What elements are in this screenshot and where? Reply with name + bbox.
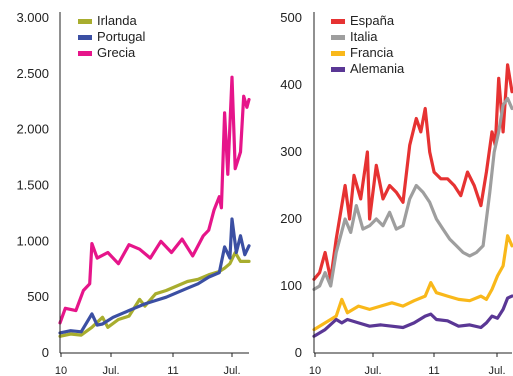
y-tick-label: 3.000 (16, 10, 49, 25)
legend-swatch-francia (331, 51, 345, 56)
x-tick-label: 10 (55, 365, 67, 376)
y-tick-label: 2.500 (16, 66, 49, 81)
y-tick-label: 500 (27, 289, 49, 304)
legend-label-italia: Italia (350, 29, 378, 44)
y-tick-label: 300 (280, 144, 302, 159)
legend-swatch-españa (331, 19, 345, 24)
series-line-españa (312, 63, 513, 281)
legend-swatch-italia (331, 35, 345, 40)
legend-label-portugal: Portugal (97, 29, 146, 44)
x-tick-label: Jul. (223, 365, 240, 376)
x-tick-label: Jul. (364, 365, 381, 376)
legend-label-francia: Francia (350, 45, 394, 60)
series-line-francia (312, 234, 513, 332)
series-line-italia (312, 96, 513, 291)
legend-label-irlanda: Irlanda (97, 13, 138, 28)
y-tick-label: 1.500 (16, 178, 49, 193)
y-tick-label: 500 (280, 10, 302, 25)
legend-label-españa: España (350, 13, 395, 28)
x-tick-label: 11 (167, 365, 178, 376)
y-tick-label: 100 (280, 278, 302, 293)
legend-swatch-irlanda (78, 19, 92, 24)
y-tick-label: 0 (295, 345, 302, 360)
y-tick-label: 400 (280, 77, 302, 92)
series-line-grecia (58, 75, 251, 325)
y-tick-label: 200 (280, 211, 302, 226)
x-tick-label: Jul. (102, 365, 119, 376)
x-tick-label: 11 (428, 365, 439, 376)
y-tick-label: 0 (42, 345, 49, 360)
x-tick-label: 10 (309, 365, 321, 376)
legend-swatch-portugal (78, 35, 92, 40)
y-tick-label: 2.000 (16, 122, 49, 137)
legend-label-alemania: Alemania (350, 61, 405, 76)
series-line-portugal (58, 217, 251, 335)
x-tick-label: Jul. (488, 365, 505, 376)
y-tick-label: 1.000 (16, 233, 49, 248)
series-line-alemania (312, 294, 513, 338)
legend-swatch-alemania (331, 67, 345, 72)
legend-swatch-grecia (78, 51, 92, 56)
legend-label-grecia: Grecia (97, 45, 136, 60)
